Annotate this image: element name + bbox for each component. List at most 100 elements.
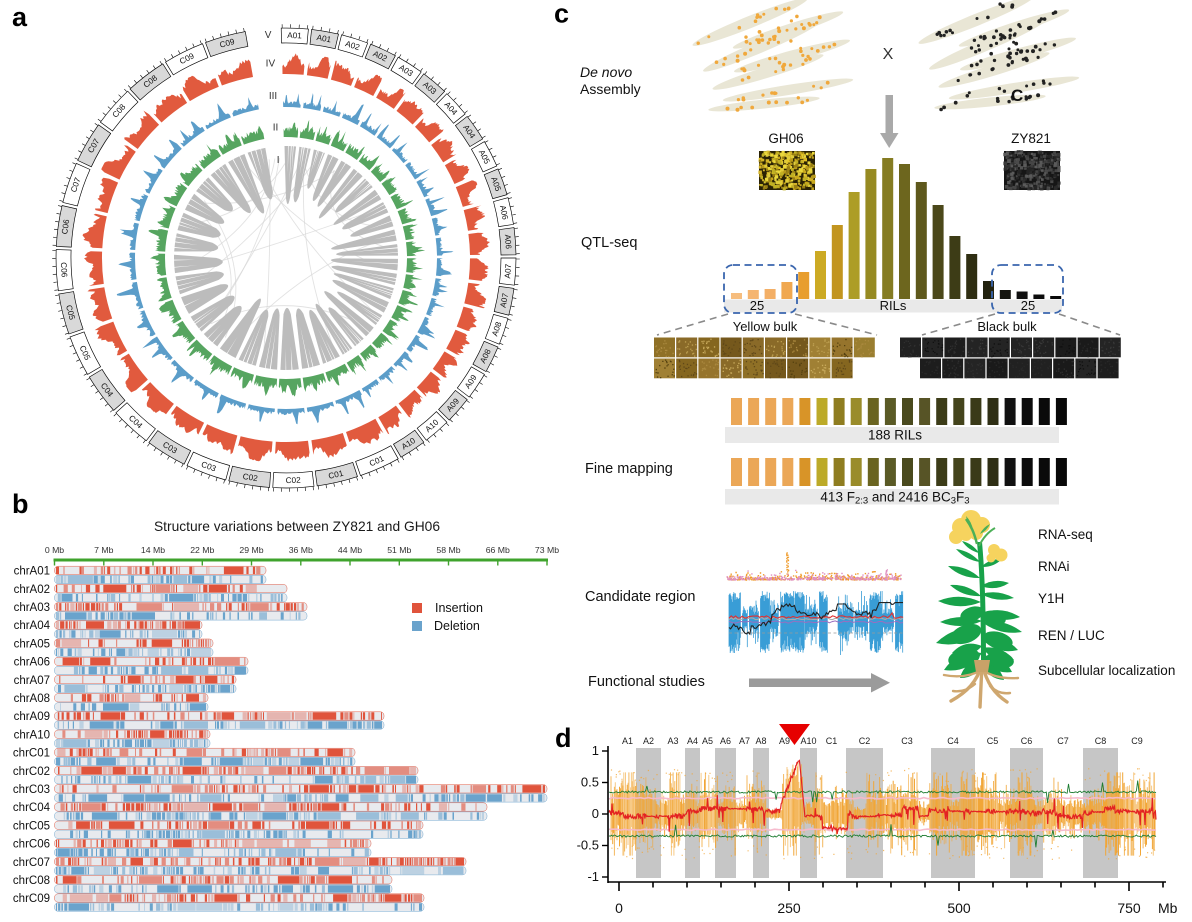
svg-text:chrA05: chrA05 xyxy=(14,638,50,650)
svg-text:Deletion: Deletion xyxy=(434,619,480,633)
svg-text:chrA10: chrA10 xyxy=(14,729,50,741)
svg-text:73 Mb: 73 Mb xyxy=(535,545,559,555)
svg-text:chrA09: chrA09 xyxy=(14,711,50,723)
svg-text:A02: A02 xyxy=(344,39,361,52)
svg-text:chrA08: chrA08 xyxy=(14,693,50,705)
svg-text:C: C xyxy=(1011,86,1023,105)
svg-text:RNAi: RNAi xyxy=(1038,559,1070,574)
svg-text:QTL-seq: QTL-seq xyxy=(581,235,637,251)
svg-text:d: d xyxy=(555,723,572,753)
svg-text:A06: A06 xyxy=(498,204,510,221)
svg-text:C09: C09 xyxy=(219,37,236,50)
svg-text:A6: A6 xyxy=(720,736,731,746)
svg-text:I: I xyxy=(277,155,280,166)
svg-text:500: 500 xyxy=(947,900,971,916)
svg-text:C5: C5 xyxy=(987,736,999,746)
svg-text:Candidate region: Candidate region xyxy=(585,589,695,605)
svg-text:Black bulk: Black bulk xyxy=(977,319,1037,334)
svg-text:A4: A4 xyxy=(687,736,698,746)
svg-text:188 RILs: 188 RILs xyxy=(868,428,922,443)
svg-text:C06: C06 xyxy=(60,218,71,235)
svg-text:Structure variations between Z: Structure variations between ZY821 and G… xyxy=(154,519,440,534)
svg-text:A5: A5 xyxy=(702,736,713,746)
svg-text:Subcellular localization: Subcellular localization xyxy=(1038,663,1175,678)
svg-text:36 Mb: 36 Mb xyxy=(289,545,313,555)
svg-text:chrC07: chrC07 xyxy=(13,857,50,869)
svg-text:750: 750 xyxy=(1117,900,1141,916)
svg-text:29 Mb: 29 Mb xyxy=(239,545,263,555)
svg-text:0.5: 0.5 xyxy=(581,775,599,790)
svg-text:chrC04: chrC04 xyxy=(13,802,51,814)
svg-text:C02: C02 xyxy=(286,476,302,486)
svg-text:Yellow bulk: Yellow bulk xyxy=(733,319,798,334)
svg-text:A7: A7 xyxy=(739,736,750,746)
svg-text:V: V xyxy=(265,30,272,41)
svg-text:Assembly: Assembly xyxy=(580,81,641,97)
svg-text:C1: C1 xyxy=(826,736,838,746)
svg-text:A07: A07 xyxy=(503,263,513,279)
svg-text:7 Mb: 7 Mb xyxy=(94,545,113,555)
svg-text:ZY821: ZY821 xyxy=(1011,131,1051,146)
svg-text:A9: A9 xyxy=(779,736,790,746)
svg-text:X: X xyxy=(883,46,894,63)
svg-text:Mb: Mb xyxy=(1158,900,1178,916)
svg-text:A06: A06 xyxy=(503,234,513,250)
svg-text:25: 25 xyxy=(1021,298,1035,313)
svg-text:GH06: GH06 xyxy=(768,131,803,146)
svg-text:RNA-seq: RNA-seq xyxy=(1038,527,1093,542)
svg-text:C4: C4 xyxy=(947,736,959,746)
svg-text:14 Mb: 14 Mb xyxy=(141,545,165,555)
svg-text:0: 0 xyxy=(615,900,623,916)
svg-text:chrC02: chrC02 xyxy=(13,766,50,778)
svg-text:C8: C8 xyxy=(1095,736,1107,746)
svg-text:Insertion: Insertion xyxy=(435,601,483,615)
svg-text:0 Mb: 0 Mb xyxy=(45,545,64,555)
svg-text:44 Mb: 44 Mb xyxy=(338,545,362,555)
svg-text:A07: A07 xyxy=(499,292,511,308)
svg-text:Fine mapping: Fine mapping xyxy=(585,461,673,477)
svg-text:C05: C05 xyxy=(64,304,77,321)
svg-text:chrA04: chrA04 xyxy=(14,620,51,632)
svg-text:chrC09: chrC09 xyxy=(13,893,50,905)
svg-text:51 Mb: 51 Mb xyxy=(387,545,411,555)
svg-text:chrC03: chrC03 xyxy=(13,784,50,796)
svg-text:C6: C6 xyxy=(1021,736,1033,746)
svg-text:chrC05: chrC05 xyxy=(13,820,50,832)
svg-text:250: 250 xyxy=(777,900,801,916)
svg-text:A1: A1 xyxy=(622,736,633,746)
svg-text:C02: C02 xyxy=(242,472,259,483)
svg-text:A3: A3 xyxy=(667,736,678,746)
svg-text:De novo: De novo xyxy=(580,64,632,80)
svg-text:-1: -1 xyxy=(587,869,599,884)
svg-text:III: III xyxy=(269,91,277,102)
svg-text:A01: A01 xyxy=(287,31,302,41)
svg-text:1: 1 xyxy=(592,743,599,758)
svg-text:0: 0 xyxy=(592,806,599,821)
svg-text:Functional studies: Functional studies xyxy=(588,674,705,690)
svg-text:chrA07: chrA07 xyxy=(14,675,50,687)
svg-text:II: II xyxy=(273,122,279,133)
svg-text:C7: C7 xyxy=(1057,736,1069,746)
svg-text:RILs: RILs xyxy=(880,298,907,313)
svg-text:c: c xyxy=(554,0,569,28)
svg-text:chrA02: chrA02 xyxy=(14,584,50,596)
svg-text:-0.5: -0.5 xyxy=(577,838,599,853)
svg-text:22 Mb: 22 Mb xyxy=(190,545,214,555)
svg-text:chrC06: chrC06 xyxy=(13,839,50,851)
svg-text:chrC08: chrC08 xyxy=(13,875,50,887)
svg-text:REN / LUC: REN / LUC xyxy=(1038,628,1105,643)
svg-text:chrA01: chrA01 xyxy=(14,566,50,578)
svg-text:IV: IV xyxy=(266,59,276,70)
svg-text:C2: C2 xyxy=(859,736,871,746)
svg-text:C9: C9 xyxy=(1131,736,1143,746)
svg-text:A01: A01 xyxy=(316,33,332,44)
svg-text:413 F2:3 and 2416 BC3F3: 413 F2:3 and 2416 BC3F3 xyxy=(820,490,969,507)
svg-text:chrC01: chrC01 xyxy=(13,748,50,760)
svg-text:chrA06: chrA06 xyxy=(14,657,50,669)
svg-text:C01: C01 xyxy=(328,469,345,481)
svg-text:C06: C06 xyxy=(59,262,69,278)
svg-text:A8: A8 xyxy=(755,736,766,746)
svg-text:A2: A2 xyxy=(643,736,654,746)
svg-text:A10: A10 xyxy=(800,736,816,746)
svg-text:58 Mb: 58 Mb xyxy=(436,545,460,555)
